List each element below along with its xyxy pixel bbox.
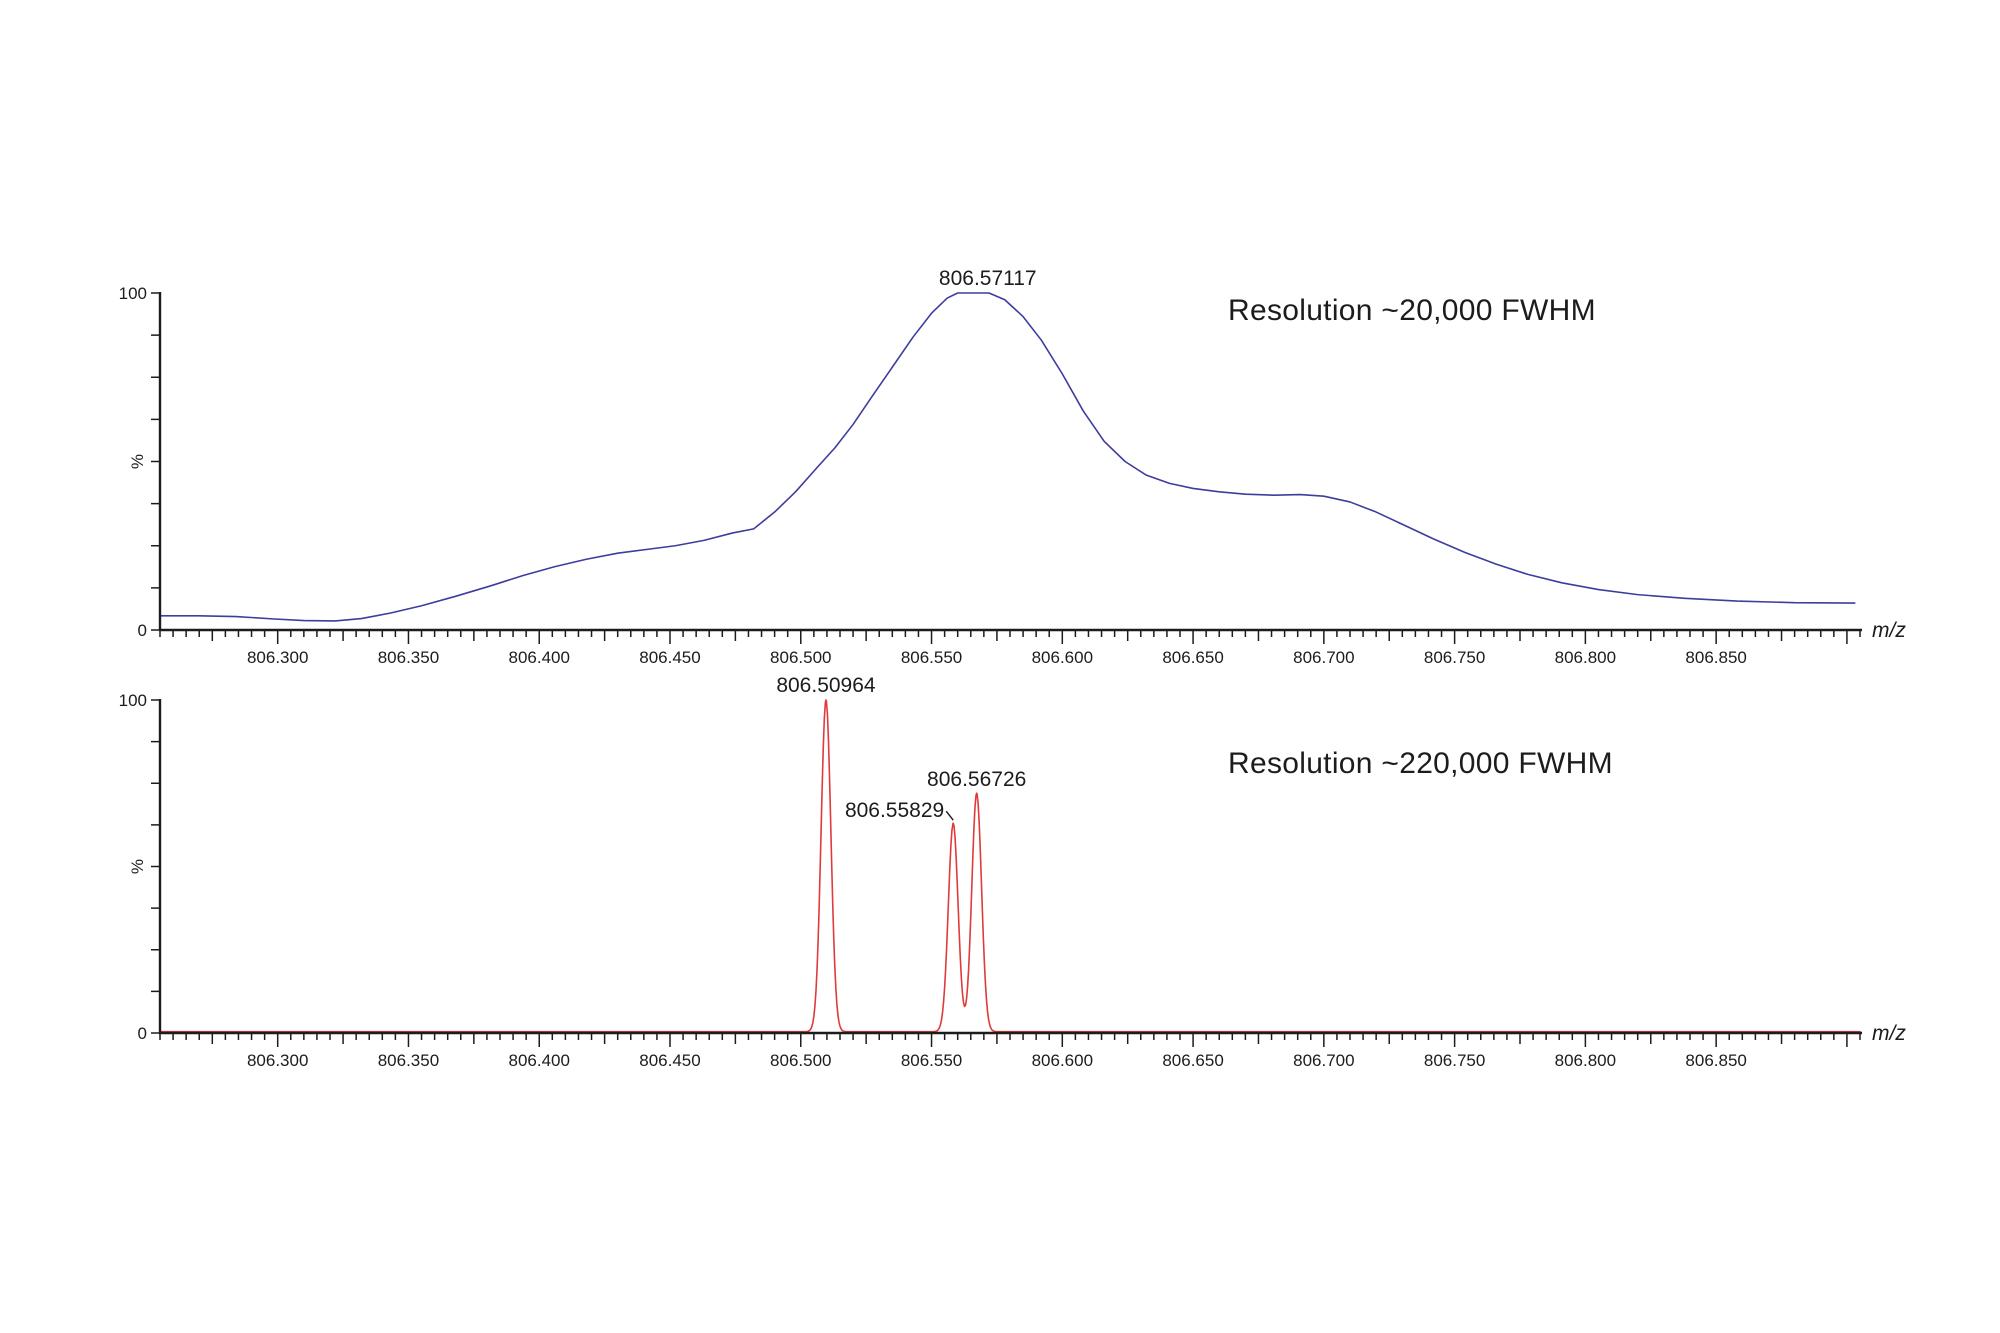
x-tick-label: 806.400 xyxy=(509,1051,570,1070)
y-axis-max-label: 100 xyxy=(119,284,147,303)
x-tick-label: 806.400 xyxy=(509,648,570,667)
x-tick-label: 806.500 xyxy=(770,1051,831,1070)
x-tick-label: 806.800 xyxy=(1555,648,1616,667)
peak-label: 806.50964 xyxy=(776,674,876,697)
resolution-annotation-low-res: Resolution ~20,000 FWHM xyxy=(1228,294,1596,327)
mz-axis-label: m/z xyxy=(1872,1022,1906,1045)
x-tick-label: 806.450 xyxy=(639,1051,700,1070)
plot-high-resolution: 806.300 806.350 806.400 806.450 806.500 806.5… xyxy=(119,674,1907,1070)
x-tick-label: 806.450 xyxy=(639,648,700,667)
peak-label: 806.55829 xyxy=(845,799,944,822)
x-tick-label: 806.800 xyxy=(1555,1051,1616,1070)
resolution-annotation-high-res: Resolution ~220,000 FWHM xyxy=(1228,747,1613,780)
x-tick-label: 806.850 xyxy=(1685,1051,1746,1070)
x-tick-label: 806.300 xyxy=(247,1051,308,1070)
y-axis-unit-label: % xyxy=(128,859,147,874)
x-tick-label: 806.850 xyxy=(1685,648,1746,667)
x-tick-label: 806.300 xyxy=(247,648,308,667)
peak-label: 806.56726 xyxy=(927,768,1026,791)
x-tick-label: 806.650 xyxy=(1162,648,1223,667)
mz-axis-label: m/z xyxy=(1872,619,1906,642)
plot-low-resolution: 806.300 806.350 806.400 806.450 806.500 806.5… xyxy=(119,267,1907,667)
x-tick-label: 806.550 xyxy=(901,1051,962,1070)
y-axis-max-label: 100 xyxy=(119,691,147,710)
x-tick-label: 806.750 xyxy=(1424,1051,1485,1070)
spectrum-curve-low-res xyxy=(159,292,1856,622)
x-tick-label: 806.600 xyxy=(1032,648,1093,667)
x-tick-label: 806.600 xyxy=(1032,1051,1093,1070)
y-axis-min-label: 0 xyxy=(138,621,147,640)
x-tick-label: 806.700 xyxy=(1293,648,1354,667)
x-tick-label: 806.650 xyxy=(1162,1051,1223,1070)
y-axis-unit-label: % xyxy=(128,454,147,469)
x-tick-label: 806.750 xyxy=(1424,648,1485,667)
x-tick-label: 806.700 xyxy=(1293,1051,1354,1070)
peak-label-connector xyxy=(945,810,954,821)
peak-label: 806.57117 xyxy=(939,267,1037,290)
x-tick-label: 806.350 xyxy=(378,1051,439,1070)
x-tick-label: 806.500 xyxy=(770,648,831,667)
x-tick-label: 806.550 xyxy=(901,648,962,667)
spectrum-curve-high-res xyxy=(159,699,1861,1033)
y-axis-min-label: 0 xyxy=(138,1024,147,1043)
x-tick-label: 806.350 xyxy=(378,648,439,667)
